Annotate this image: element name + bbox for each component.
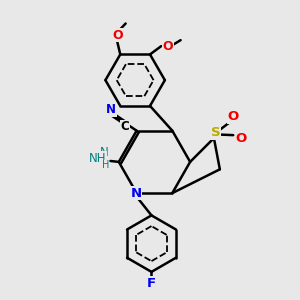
Text: O: O (163, 40, 173, 52)
Text: O: O (112, 28, 123, 42)
Text: N: N (130, 187, 142, 200)
Text: C: C (120, 120, 129, 133)
Text: N: N (100, 146, 108, 160)
Text: NH: NH (88, 152, 106, 165)
Text: O: O (228, 110, 239, 123)
Text: H: H (91, 153, 99, 166)
Text: N: N (106, 103, 116, 116)
Text: O: O (236, 132, 247, 145)
Text: S: S (211, 126, 220, 139)
Text: H: H (102, 160, 109, 170)
Text: F: F (147, 277, 156, 290)
